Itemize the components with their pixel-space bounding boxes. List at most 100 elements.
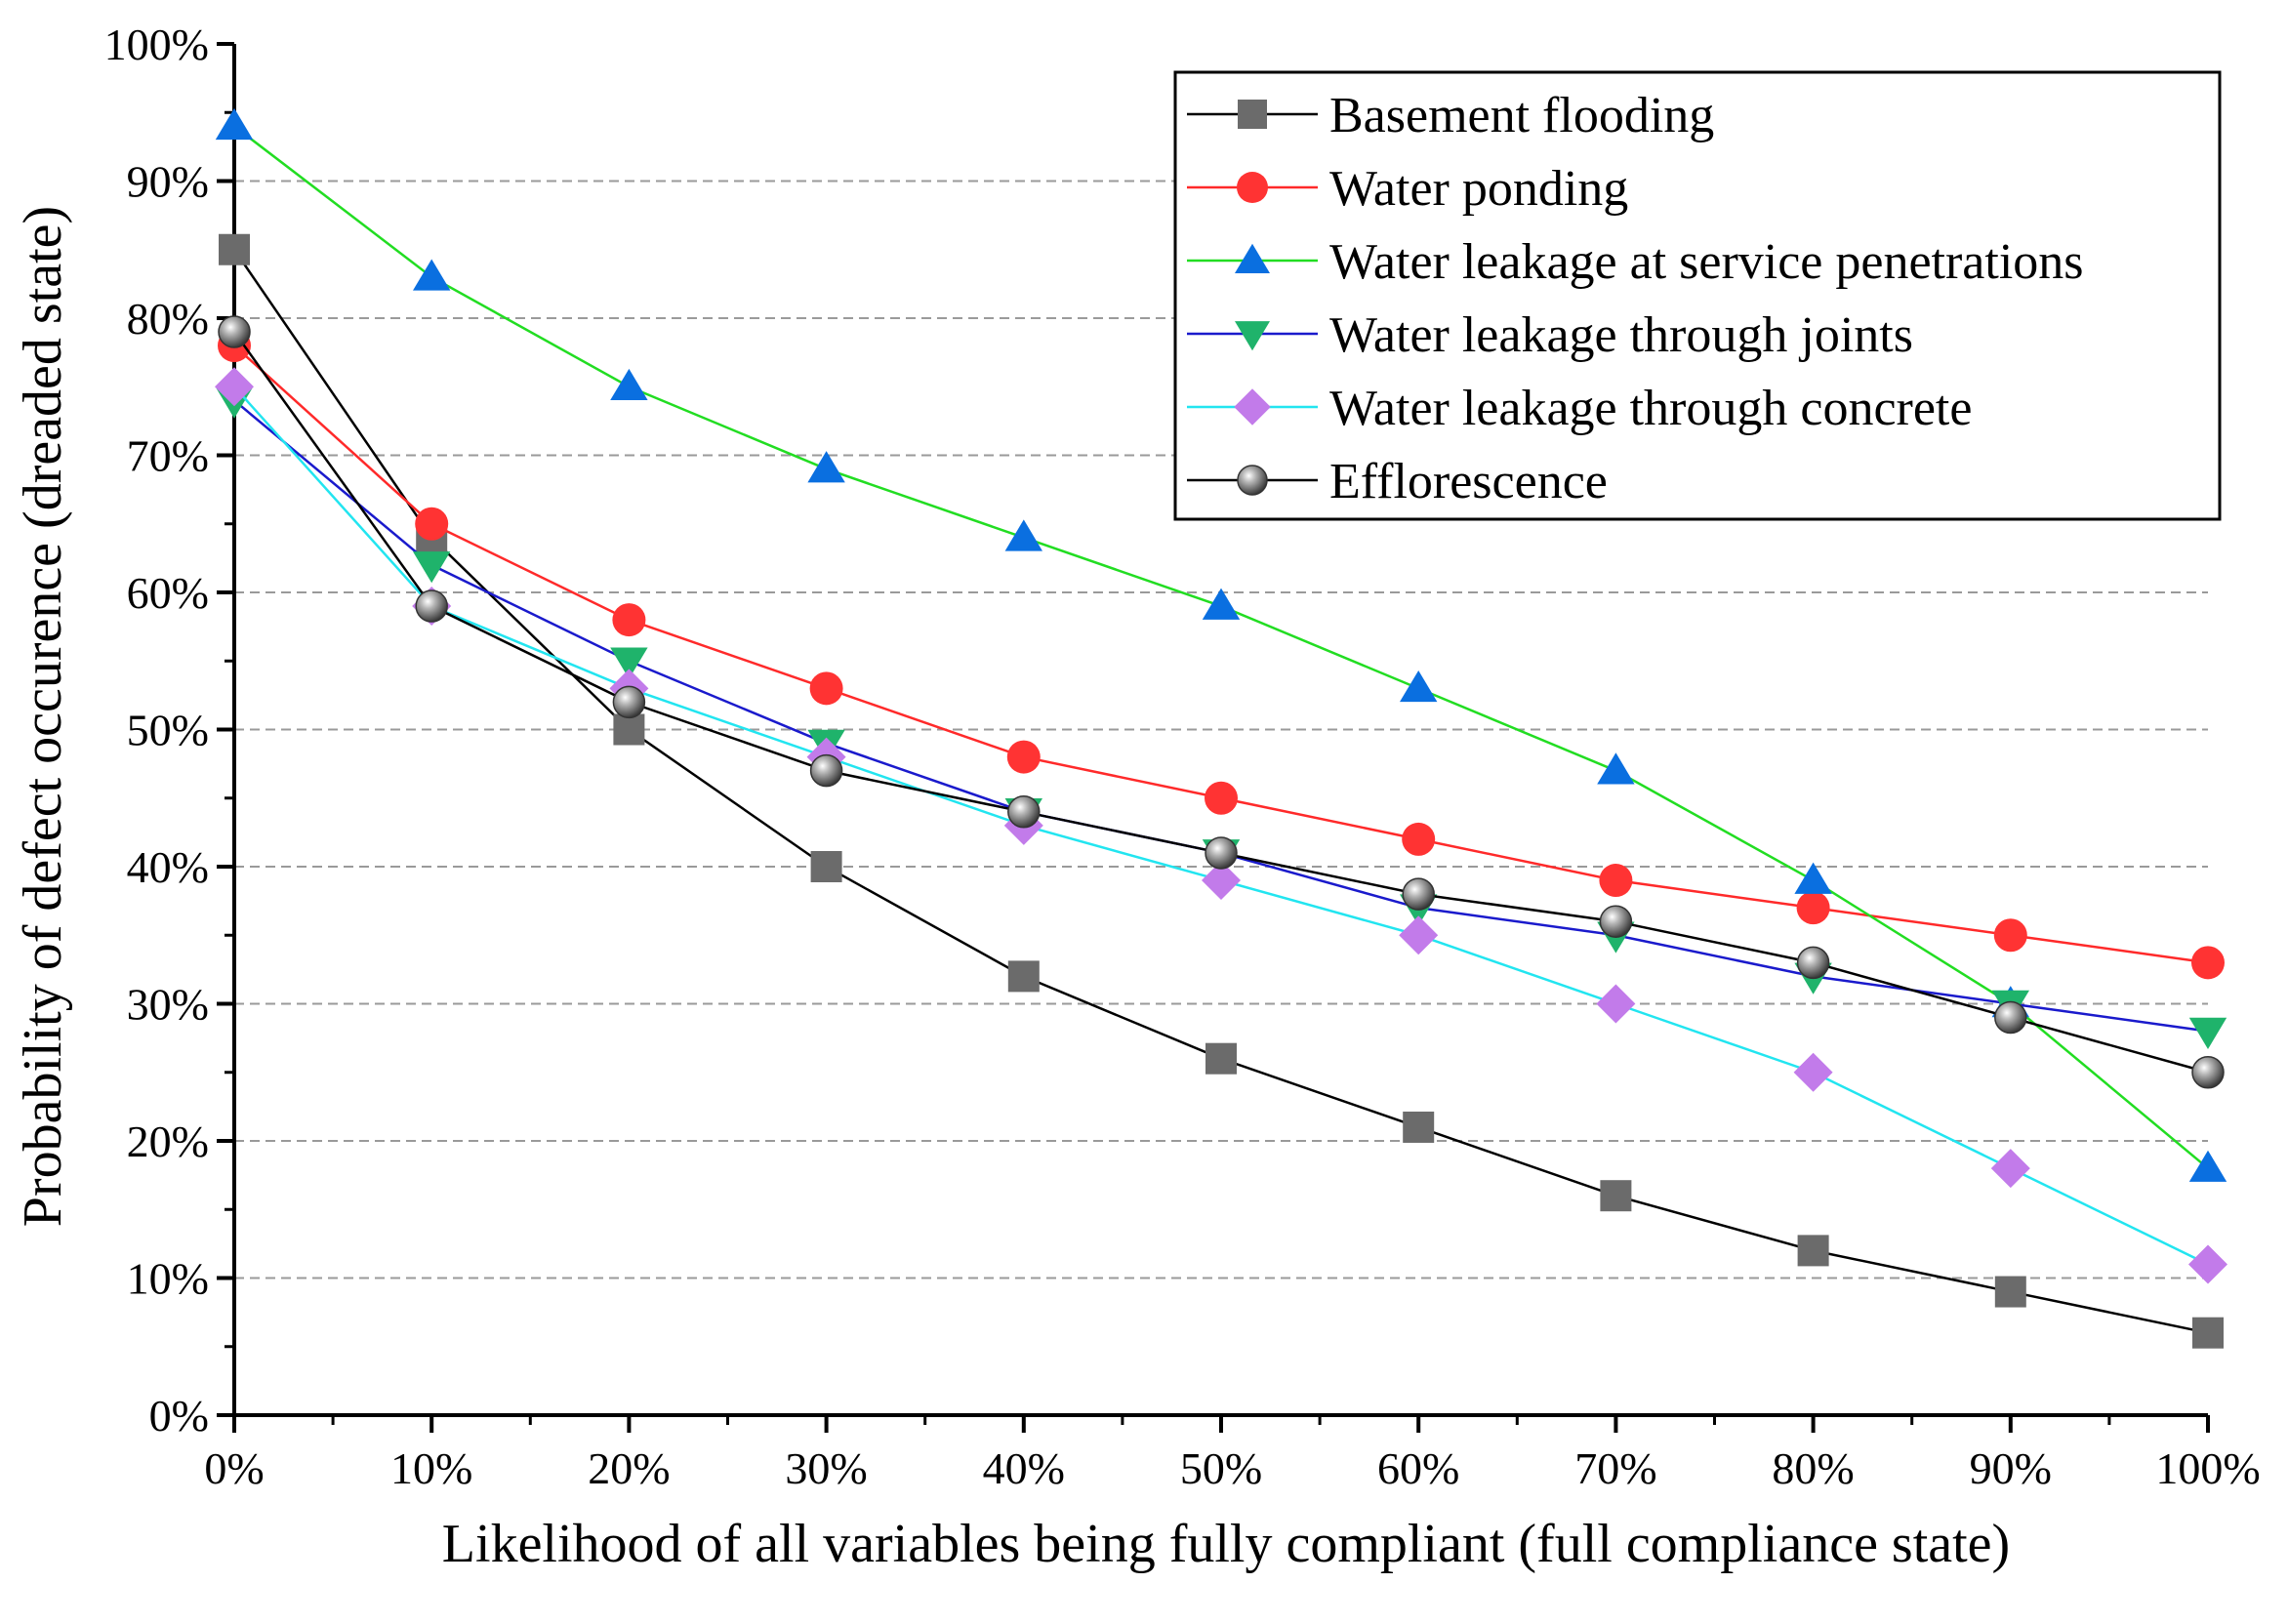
- legend-label: Water ponding: [1329, 161, 1628, 217]
- data-point-triangle-up: [1794, 862, 1832, 894]
- data-point-sphere: [809, 753, 843, 788]
- data-point-square: [1007, 960, 1040, 993]
- data-point-sphere: [415, 589, 448, 623]
- legend-item: Water leakage through joints: [1187, 307, 1913, 363]
- data-point-circle: [1993, 918, 2027, 953]
- data-point-square: [1797, 1235, 1829, 1267]
- x-tick-label: 100%: [2155, 1443, 2260, 1493]
- legend-label: Basement flooding: [1329, 88, 1714, 143]
- x-tick-label: 40%: [983, 1443, 1065, 1493]
- data-point-diamond: [1399, 915, 1439, 955]
- y-tick-label: 90%: [127, 157, 209, 207]
- data-point-square: [1600, 1180, 1632, 1212]
- x-tick-label: 50%: [1180, 1443, 1262, 1493]
- data-point-circle: [1402, 822, 1436, 856]
- data-point-circle: [612, 603, 646, 637]
- data-point-circle: [1006, 740, 1041, 774]
- legend-label: Water leakage through joints: [1329, 307, 1913, 363]
- data-point-square: [810, 851, 842, 882]
- data-point-triangle-down: [1235, 321, 1270, 351]
- data-point-triangle-up: [1235, 243, 1270, 273]
- y-axis-title: Probability of defect occurence (dreaded…: [13, 206, 73, 1227]
- legend-label: Water leakage at service penetrations: [1329, 234, 2084, 290]
- legend-item: Water leakage at service penetrations: [1187, 234, 2084, 290]
- legend-item: Water ponding: [1187, 161, 1628, 217]
- legend-label: Water leakage through concrete: [1329, 381, 1972, 436]
- data-point-sphere: [1796, 946, 1830, 980]
- data-point-triangle-up: [807, 451, 845, 483]
- data-point-sphere: [2191, 1056, 2225, 1089]
- data-point-triangle-up: [1400, 670, 1438, 703]
- x-tick-label: 30%: [785, 1443, 867, 1493]
- data-point-diamond: [215, 367, 254, 407]
- data-point-circle: [1237, 172, 1268, 203]
- data-point-triangle-down: [2188, 1017, 2227, 1049]
- y-tick-label: 20%: [127, 1116, 209, 1166]
- legend-label: Efflorescence: [1329, 454, 1608, 509]
- data-point-sphere: [1237, 465, 1268, 496]
- data-point-diamond: [1234, 388, 1271, 426]
- series: [218, 315, 2225, 1089]
- data-point-circle: [809, 671, 843, 706]
- y-tick-label: 60%: [127, 568, 209, 618]
- series-group: [215, 107, 2227, 1349]
- y-tick-label: 10%: [127, 1254, 209, 1304]
- data-point-triangle-up: [215, 107, 254, 141]
- x-tick-label: 80%: [1772, 1443, 1854, 1493]
- data-point-circle: [1205, 781, 1238, 815]
- data-point-triangle-up: [413, 259, 451, 291]
- series: [215, 107, 2227, 1182]
- data-point-triangle-up: [1004, 519, 1042, 551]
- data-point-square: [1994, 1276, 2026, 1308]
- data-point-diamond: [2188, 1244, 2227, 1284]
- data-point-diamond: [1793, 1052, 1833, 1092]
- x-tick-label: 90%: [1970, 1443, 2052, 1493]
- x-tick-label: 70%: [1574, 1443, 1656, 1493]
- data-point-circle: [1796, 891, 1830, 925]
- axes: 0% 10% 20% 30% 40% 50% 60% 70% 80% 90% 100% 0% 10% 20…: [104, 20, 2261, 1493]
- data-point-triangle-up: [1597, 752, 1635, 785]
- data-point-triangle-up: [2188, 1150, 2227, 1182]
- x-tick-label: 10%: [390, 1443, 472, 1493]
- data-point-circle: [2191, 946, 2225, 980]
- x-tick-label: 0%: [204, 1443, 264, 1493]
- data-point-circle: [415, 507, 449, 541]
- data-point-diamond: [1990, 1149, 2030, 1189]
- y-tick-label: 80%: [127, 294, 209, 344]
- legend-item: Water leakage through concrete: [1187, 381, 1972, 436]
- data-point-sphere: [1599, 905, 1633, 938]
- data-point-sphere: [1007, 795, 1041, 829]
- x-tick-label: 60%: [1377, 1443, 1459, 1493]
- x-tick-label: 20%: [588, 1443, 670, 1493]
- y-tick-label: 70%: [127, 431, 209, 481]
- data-point-square: [1403, 1111, 1435, 1143]
- y-tick-label: 30%: [127, 980, 209, 1030]
- data-point-square: [1238, 100, 1267, 129]
- data-point-square: [613, 713, 645, 746]
- y-tick-label: 40%: [127, 842, 209, 892]
- y-tick-label: 0%: [149, 1391, 209, 1441]
- data-point-square: [2192, 1317, 2224, 1349]
- data-point-triangle-up: [1202, 588, 1241, 620]
- data-point-sphere: [218, 315, 251, 348]
- data-point-sphere: [1205, 836, 1238, 870]
- data-point-diamond: [1596, 984, 1636, 1024]
- y-tick-label: 50%: [127, 706, 209, 755]
- legend-item: Basement flooding: [1187, 88, 1714, 143]
- legend-item: Efflorescence: [1187, 454, 1608, 509]
- data-point-triangle-up: [610, 368, 648, 401]
- data-point-square: [1205, 1042, 1237, 1075]
- y-tick-label: 100%: [104, 20, 209, 69]
- legend-box: [1173, 70, 2222, 521]
- data-point-sphere: [1402, 877, 1435, 911]
- data-point-sphere: [1994, 1000, 2027, 1035]
- data-point-sphere: [612, 685, 646, 719]
- x-axis-title: Likelihood of all variables being fully …: [442, 1514, 2010, 1574]
- data-point-triangle-down: [610, 647, 648, 679]
- data-point-diamond: [1202, 861, 1241, 901]
- data-point-circle: [1599, 864, 1633, 898]
- legend: Basement flooding Water ponding Water leak…: [1173, 70, 2222, 521]
- data-point-square: [219, 233, 250, 265]
- data-point-triangle-down: [413, 551, 451, 584]
